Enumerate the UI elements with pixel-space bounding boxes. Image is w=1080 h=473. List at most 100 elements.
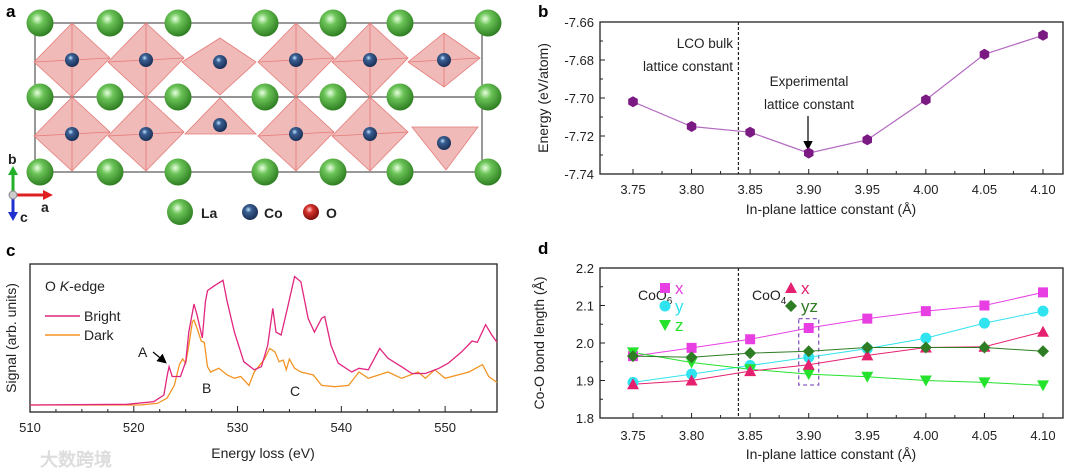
legend-label-CoO4-yz: yz xyxy=(801,297,818,316)
la-atom xyxy=(319,83,347,111)
x-axis-label: Energy loss (eV) xyxy=(211,445,314,461)
x-tick-label: 520 xyxy=(123,420,145,435)
energy-chart: Energy (eV/atom) In-plane lattice consta… xyxy=(535,15,1064,217)
annotation-lco-bulk-1: LCO bulk xyxy=(677,36,734,51)
co-atom xyxy=(213,55,227,69)
la-atom xyxy=(319,158,347,186)
data-point-CoO4-yz xyxy=(627,350,639,363)
legend-o: O xyxy=(326,205,337,221)
annotation-experimental-2: lattice constant xyxy=(764,97,854,112)
la-atom xyxy=(26,83,54,111)
legend-label-CoO6-x: x xyxy=(675,279,684,298)
data-point-CoO4-yz xyxy=(861,341,874,354)
spectrum-dark xyxy=(30,319,498,406)
data-point-CoO6-x xyxy=(862,313,873,324)
legend-bright: Bright xyxy=(84,308,121,324)
y-tick-label: -7.66 xyxy=(564,15,594,30)
y-axis-label: Signal (arb. units) xyxy=(3,283,19,393)
la-atom xyxy=(164,9,192,37)
data-point-CoO4-yz xyxy=(919,341,932,354)
legend-marker-CoO4-x xyxy=(785,282,797,293)
la-atom xyxy=(26,158,54,186)
x-tick-label: 4.05 xyxy=(972,428,997,443)
energy-point xyxy=(862,134,872,146)
panel-label-b: b xyxy=(538,2,548,21)
y-tick-label: 1.9 xyxy=(576,374,594,389)
data-point-CoO6-z xyxy=(1037,380,1049,392)
la-atom xyxy=(96,83,124,111)
annotation-a-arrow xyxy=(152,351,167,364)
data-point-CoO6-y xyxy=(1037,305,1049,317)
x-tick-label: 4.10 xyxy=(1030,428,1055,443)
x-tick-label: 3.75 xyxy=(620,182,645,197)
data-point-CoO6-z xyxy=(802,369,815,381)
panel-label-c: c xyxy=(6,241,15,260)
y-tick-label: 2.2 xyxy=(576,261,594,276)
axis-label-b: b xyxy=(8,151,17,167)
data-point-CoO6-x xyxy=(803,323,814,333)
x-tick-label: 3.90 xyxy=(796,428,821,443)
y-tick-label: 2.0 xyxy=(576,336,594,351)
data-point-CoO4-yz xyxy=(1037,345,1049,358)
energy-point xyxy=(686,121,697,132)
annotation-b: B xyxy=(202,380,211,396)
data-point-CoO6-y xyxy=(978,317,990,329)
la-atom xyxy=(251,158,279,186)
co-atom-icon xyxy=(242,204,258,220)
x-tick-label: 3.80 xyxy=(679,182,704,197)
data-point-CoO6-z xyxy=(861,371,874,383)
x-tick-label: 4.05 xyxy=(972,182,997,197)
x-tick-label: 3.95 xyxy=(855,182,880,197)
la-atom xyxy=(164,83,192,111)
la-atom-icon xyxy=(167,199,193,225)
legend-label-CoO6-z: z xyxy=(675,316,684,335)
la-atom xyxy=(251,9,279,37)
legend-marker-CoO6-x xyxy=(660,283,670,293)
y-tick-label: -7.72 xyxy=(564,129,594,144)
structure-legend: La Co O xyxy=(167,199,337,225)
y-tick-label: 1.8 xyxy=(576,411,594,426)
legend-label-CoO4-x: x xyxy=(801,279,810,298)
data-point-CoO4-yz xyxy=(802,345,815,358)
data-point-CoO6-x xyxy=(979,300,990,311)
legend-marker-CoO4-yz xyxy=(785,300,797,312)
co-atom xyxy=(213,118,227,132)
energy-point xyxy=(745,126,755,138)
energy-line xyxy=(632,34,1044,154)
legend-group-coo6: CoO6 xyxy=(638,287,673,307)
y-axis-label: Co-O bond length (Å) xyxy=(531,276,547,409)
energy-point xyxy=(804,147,814,159)
legend-group-coo4: CoO4 xyxy=(752,287,787,307)
x-axis-label: In-plane lattice constant (Å) xyxy=(746,201,916,217)
legend-title: O K-edge xyxy=(45,278,105,294)
series-line-CoO4-yz xyxy=(632,347,1044,358)
data-point-CoO4-x xyxy=(744,365,757,377)
data-point-CoO6-x xyxy=(1038,287,1048,298)
x-tick-label: 3.95 xyxy=(855,428,880,443)
y-tick-label: 2.1 xyxy=(576,299,594,314)
data-point-CoO6-y xyxy=(686,368,698,380)
y-tick-label: -7.68 xyxy=(564,53,594,68)
la-atom xyxy=(96,158,124,186)
x-tick-label: 540 xyxy=(330,420,352,435)
x-tick-label: 3.75 xyxy=(620,428,645,443)
data-point-CoO6-z xyxy=(919,375,932,387)
x-tick-label: 3.90 xyxy=(796,182,821,197)
co-atom xyxy=(139,127,153,141)
legend-la: La xyxy=(201,205,218,221)
data-point-CoO6-y xyxy=(920,332,932,344)
energy-point xyxy=(628,96,638,108)
legend-co: Co xyxy=(264,205,283,221)
la-atom xyxy=(26,9,54,37)
watermark: 大数跨境 xyxy=(40,449,112,470)
x-tick-label: 530 xyxy=(227,420,249,435)
series-line-CoO4-x xyxy=(632,331,1044,385)
x-tick-label: 550 xyxy=(434,420,456,435)
series-line-CoO6-y xyxy=(632,310,1044,383)
legend-label-CoO6-y: y xyxy=(675,297,684,316)
series-line-CoO6-z xyxy=(632,351,1044,386)
annotation-a: A xyxy=(138,344,148,360)
annotation-c: C xyxy=(290,383,300,399)
y-axis-label: Energy (eV/atom) xyxy=(535,43,551,153)
